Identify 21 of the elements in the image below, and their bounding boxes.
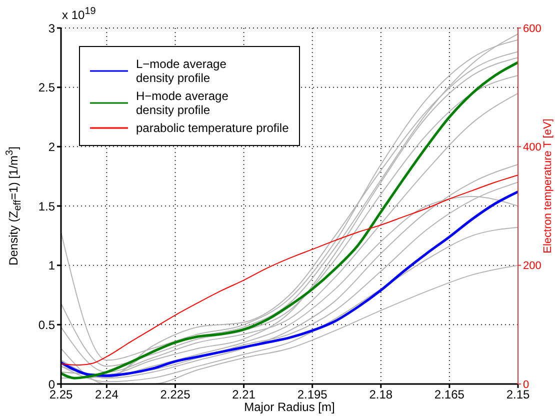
x-axis-title: Major Radius [m] bbox=[243, 400, 336, 414]
legend-label: L−mode average density profile bbox=[136, 57, 228, 85]
legend-label: parabolic temperature profile bbox=[136, 121, 289, 135]
x-tick-label: 2.195 bbox=[297, 388, 328, 402]
y2-tick-label: 200 bbox=[523, 260, 542, 272]
y-tick-label: 2.5 bbox=[38, 80, 56, 95]
y-tick-label: 0.5 bbox=[38, 318, 56, 332]
y-tick-label: 1.5 bbox=[38, 199, 56, 214]
x-tick-label: 2.165 bbox=[434, 388, 465, 402]
x-tick-label: 2.21 bbox=[232, 388, 256, 402]
legend-label: H−mode average density profile bbox=[136, 89, 230, 117]
y2-axis-title: Electron temperature T [eV] bbox=[542, 118, 554, 254]
y2-tick-label: 400 bbox=[523, 142, 542, 154]
text: x 10$^{19}$ bbox=[62, 6, 96, 22]
x-tick-label: 2.18 bbox=[369, 388, 393, 402]
y2-tick-label: 600 bbox=[523, 22, 542, 35]
x-tick-label: 2.225 bbox=[160, 388, 191, 402]
y-tick-label: 2 bbox=[48, 140, 56, 154]
x-tick-label: 2.24 bbox=[95, 388, 119, 402]
y-tick-label: 3 bbox=[48, 21, 56, 36]
y-tick-label: 1 bbox=[48, 258, 56, 273]
